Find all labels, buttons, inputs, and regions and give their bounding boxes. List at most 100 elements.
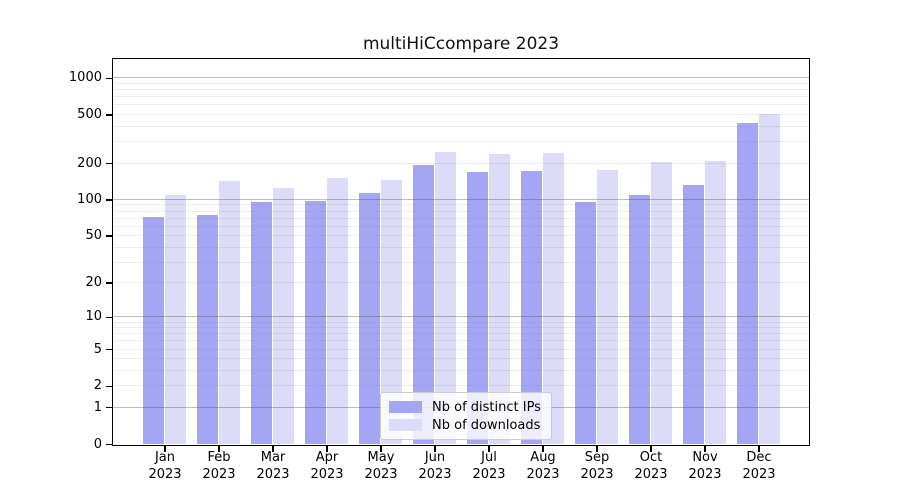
bar-distinct-ips-jul — [466, 172, 489, 444]
x-tickmark-oct — [650, 446, 652, 452]
x-tick-label-jun: Jun 2023 — [418, 450, 452, 482]
y-tickmark-1000 — [106, 77, 112, 80]
bar-downloads-aug — [542, 153, 565, 444]
x-tick-label-jan: Jan 2023 — [148, 450, 182, 482]
x-tick-label-oct: Oct 2023 — [634, 450, 668, 482]
major-gridline-10 — [113, 316, 809, 318]
minor-gridline-700 — [113, 96, 809, 98]
legend-label-distinct-ips: Nb of distinct IPs — [432, 399, 541, 415]
bar-downloads-feb — [218, 180, 241, 444]
bar-distinct-ips-sep — [574, 202, 597, 444]
x-tick-label-jul: Jul 2023 — [472, 450, 506, 482]
minor-gridline-20 — [113, 282, 809, 284]
bars-layer — [113, 59, 809, 445]
minor-gridline-70 — [113, 217, 809, 219]
y-tick-label-20: 20 — [85, 275, 102, 291]
y-tick-label-5: 5 — [93, 341, 102, 357]
major-gridline-100 — [113, 198, 809, 200]
x-tickmark-apr — [326, 446, 328, 452]
y-tick-label-10: 10 — [85, 309, 102, 325]
bar-distinct-ips-dec — [736, 123, 759, 444]
minor-gridline-40 — [113, 246, 809, 248]
minor-gridline-60 — [113, 225, 809, 227]
x-tickmark-jun — [434, 446, 436, 452]
bar-distinct-ips-oct — [628, 194, 651, 444]
minor-gridline-6 — [113, 340, 809, 342]
bar-downloads-nov — [704, 160, 727, 444]
x-tickmark-sep — [596, 446, 598, 452]
y-tick-label-50: 50 — [85, 228, 102, 244]
y-tickmark-1 — [106, 407, 112, 409]
minor-gridline-3 — [113, 370, 809, 372]
x-tickmark-mar — [272, 446, 274, 452]
y-tickmark-10 — [106, 316, 112, 319]
bar-downloads-sep — [596, 170, 619, 444]
y-tick-label-200: 200 — [77, 155, 102, 171]
y-tickmark-200 — [106, 162, 112, 165]
bar-distinct-ips-apr — [304, 200, 327, 444]
minor-gridline-900 — [113, 83, 809, 85]
minor-gridline-300 — [113, 141, 809, 143]
x-tick-label-dec: Dec 2023 — [742, 450, 776, 482]
bar-distinct-ips-may — [358, 192, 381, 444]
bar-downloads-dec — [758, 114, 781, 444]
y-tickmark-100 — [106, 199, 112, 201]
x-tickmark-dec — [758, 446, 760, 452]
minor-gridline-600 — [113, 104, 809, 106]
plot-area — [112, 58, 810, 446]
x-tickmark-jul — [488, 446, 490, 452]
bar-distinct-ips-mar — [250, 202, 273, 444]
bar-downloads-apr — [326, 178, 349, 444]
major-gridline-1000 — [113, 77, 809, 79]
y-tickmark-500 — [106, 114, 112, 116]
bar-downloads-oct — [650, 162, 673, 444]
y-tick-label-2: 2 — [93, 378, 102, 394]
y-tick-label-1: 1 — [93, 399, 102, 415]
y-tick-label-1000: 1000 — [68, 70, 102, 86]
minor-gridline-400 — [113, 125, 809, 127]
minor-gridline-30 — [113, 261, 809, 263]
bar-distinct-ips-aug — [520, 171, 543, 444]
minor-gridline-5 — [113, 348, 809, 350]
y-tickmark-20 — [106, 282, 112, 284]
x-tick-label-feb: Feb 2023 — [202, 450, 236, 482]
minor-gridline-4 — [113, 358, 809, 360]
bar-downloads-jul — [488, 154, 511, 444]
x-tick-label-nov: Nov 2023 — [688, 450, 722, 482]
grid-layer — [113, 59, 809, 445]
legend: Nb of distinct IPs Nb of downloads — [380, 392, 552, 440]
x-tickmark-nov — [704, 446, 706, 452]
x-tickmark-aug — [542, 446, 544, 452]
x-tickmark-jan — [164, 446, 166, 452]
bar-downloads-may — [380, 179, 403, 444]
x-tick-label-mar: Mar 2023 — [256, 450, 290, 482]
legend-item-distinct-ips: Nb of distinct IPs — [389, 398, 541, 416]
minor-gridline-500 — [113, 114, 809, 116]
y-tick-label-100: 100 — [77, 191, 102, 207]
y-tick-label-500: 500 — [77, 107, 102, 123]
minor-gridline-80 — [113, 210, 809, 212]
bar-distinct-ips-nov — [682, 184, 705, 444]
y-tick-label-0: 0 — [93, 436, 102, 452]
bar-distinct-ips-jan — [142, 216, 165, 444]
x-tickmark-may — [380, 446, 382, 452]
minor-gridline-90 — [113, 204, 809, 206]
minor-gridline-800 — [113, 89, 809, 91]
minor-gridline-8 — [113, 327, 809, 329]
x-tick-label-apr: Apr 2023 — [310, 450, 344, 482]
legend-swatch-distinct-ips — [389, 401, 422, 413]
minor-gridline-200 — [113, 162, 809, 164]
minor-gridline-2 — [113, 385, 809, 387]
chart-title: multiHiCcompare 2023 — [362, 34, 560, 54]
bar-distinct-ips-jun — [412, 165, 435, 444]
y-tickmark-5 — [106, 348, 112, 351]
x-tick-label-aug: Aug 2023 — [526, 450, 560, 482]
bar-downloads-jan — [164, 194, 187, 444]
legend-label-downloads: Nb of downloads — [432, 417, 541, 433]
legend-swatch-downloads — [389, 419, 422, 431]
y-tickmark-2 — [106, 385, 112, 387]
y-tickmark-50 — [106, 235, 112, 237]
x-tick-label-may: May 2023 — [364, 450, 398, 482]
bar-downloads-jun — [434, 152, 457, 444]
